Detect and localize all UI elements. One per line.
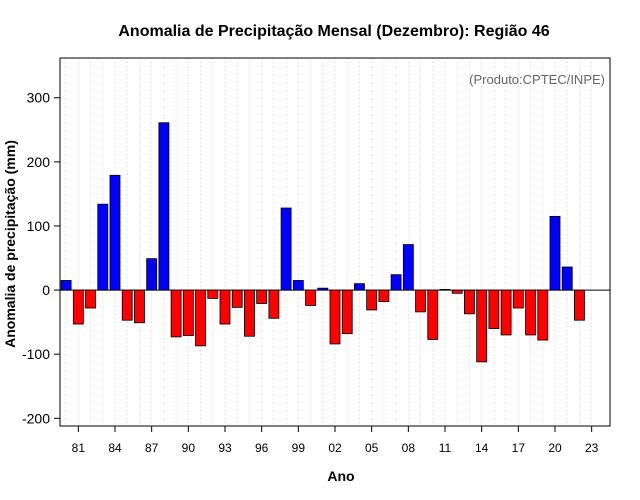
bar bbox=[72, 289, 84, 325]
bar bbox=[549, 215, 561, 291]
bar bbox=[427, 289, 439, 340]
y-tick-label: 100 bbox=[27, 218, 51, 234]
bar bbox=[439, 289, 451, 291]
grid bbox=[65, 58, 593, 426]
y-tick-label: -200 bbox=[22, 410, 50, 426]
x-axis-label: Ano bbox=[327, 468, 354, 484]
bar bbox=[268, 289, 280, 319]
x-tick-label: 08 bbox=[402, 441, 416, 455]
bar bbox=[182, 289, 194, 337]
bar bbox=[512, 289, 524, 309]
y-tick-label: 300 bbox=[27, 90, 51, 106]
bar bbox=[476, 289, 488, 363]
x-tick-label: 11 bbox=[439, 441, 452, 455]
bar bbox=[366, 289, 378, 311]
x-tick-label: 81 bbox=[72, 441, 86, 455]
bar bbox=[488, 289, 500, 329]
bar bbox=[415, 289, 426, 313]
bar bbox=[207, 289, 219, 299]
bar bbox=[85, 289, 96, 309]
x-tick-label: 05 bbox=[365, 441, 379, 455]
bar bbox=[256, 289, 268, 304]
x-tick-label: 87 bbox=[145, 441, 159, 455]
bar bbox=[378, 289, 390, 303]
bar bbox=[354, 283, 365, 291]
bar bbox=[574, 289, 585, 321]
x-tick-label: 90 bbox=[182, 441, 196, 455]
x-tick-label: 93 bbox=[218, 441, 232, 455]
bar bbox=[341, 289, 353, 335]
bar bbox=[97, 203, 109, 291]
bar bbox=[402, 244, 414, 291]
bar bbox=[231, 289, 243, 308]
y-tick-label: -100 bbox=[22, 346, 50, 362]
bar bbox=[500, 289, 512, 336]
bar bbox=[146, 258, 158, 291]
x-tick-label: 96 bbox=[255, 441, 269, 455]
bar bbox=[219, 289, 231, 325]
bar bbox=[525, 289, 536, 336]
bar bbox=[60, 280, 72, 291]
bar bbox=[134, 289, 145, 324]
bar bbox=[390, 274, 402, 291]
y-axis-label: Anomalia de precipitação (mm) bbox=[2, 140, 18, 348]
x-axis: 81 84 87 90 93 96 99 02 05 08 11 14 17 20 23 bbox=[72, 426, 599, 455]
x-tick-label: 84 bbox=[108, 441, 122, 455]
x-tick-label: 02 bbox=[328, 441, 342, 455]
bar bbox=[244, 289, 255, 337]
x-tick-label: 14 bbox=[475, 441, 489, 455]
bar bbox=[109, 174, 121, 291]
x-tick-label: 17 bbox=[512, 441, 526, 455]
source-annotation: (Produto:CPTEC/INPE) bbox=[469, 72, 605, 87]
bar bbox=[537, 289, 549, 341]
bar bbox=[195, 289, 206, 347]
bar bbox=[561, 266, 573, 291]
x-tick-label: 20 bbox=[548, 441, 562, 455]
bar bbox=[280, 207, 292, 291]
bar bbox=[329, 289, 341, 345]
y-tick-label: 0 bbox=[42, 282, 50, 298]
bar bbox=[158, 122, 170, 291]
bar bbox=[292, 280, 304, 291]
bar bbox=[170, 289, 182, 338]
bar bbox=[121, 289, 133, 321]
bars bbox=[60, 122, 585, 363]
y-tick-label: 200 bbox=[27, 154, 51, 170]
bar bbox=[451, 289, 463, 294]
x-tick-label: 99 bbox=[292, 441, 306, 455]
chart-title: Anomalia de Precipitação Mensal (Dezembr… bbox=[118, 23, 549, 40]
bar bbox=[317, 287, 329, 291]
bar bbox=[305, 289, 316, 306]
y-axis: -200 -100 0 100 200 300 bbox=[22, 90, 60, 426]
x-tick-label: 23 bbox=[585, 441, 599, 455]
bar bbox=[464, 289, 475, 315]
